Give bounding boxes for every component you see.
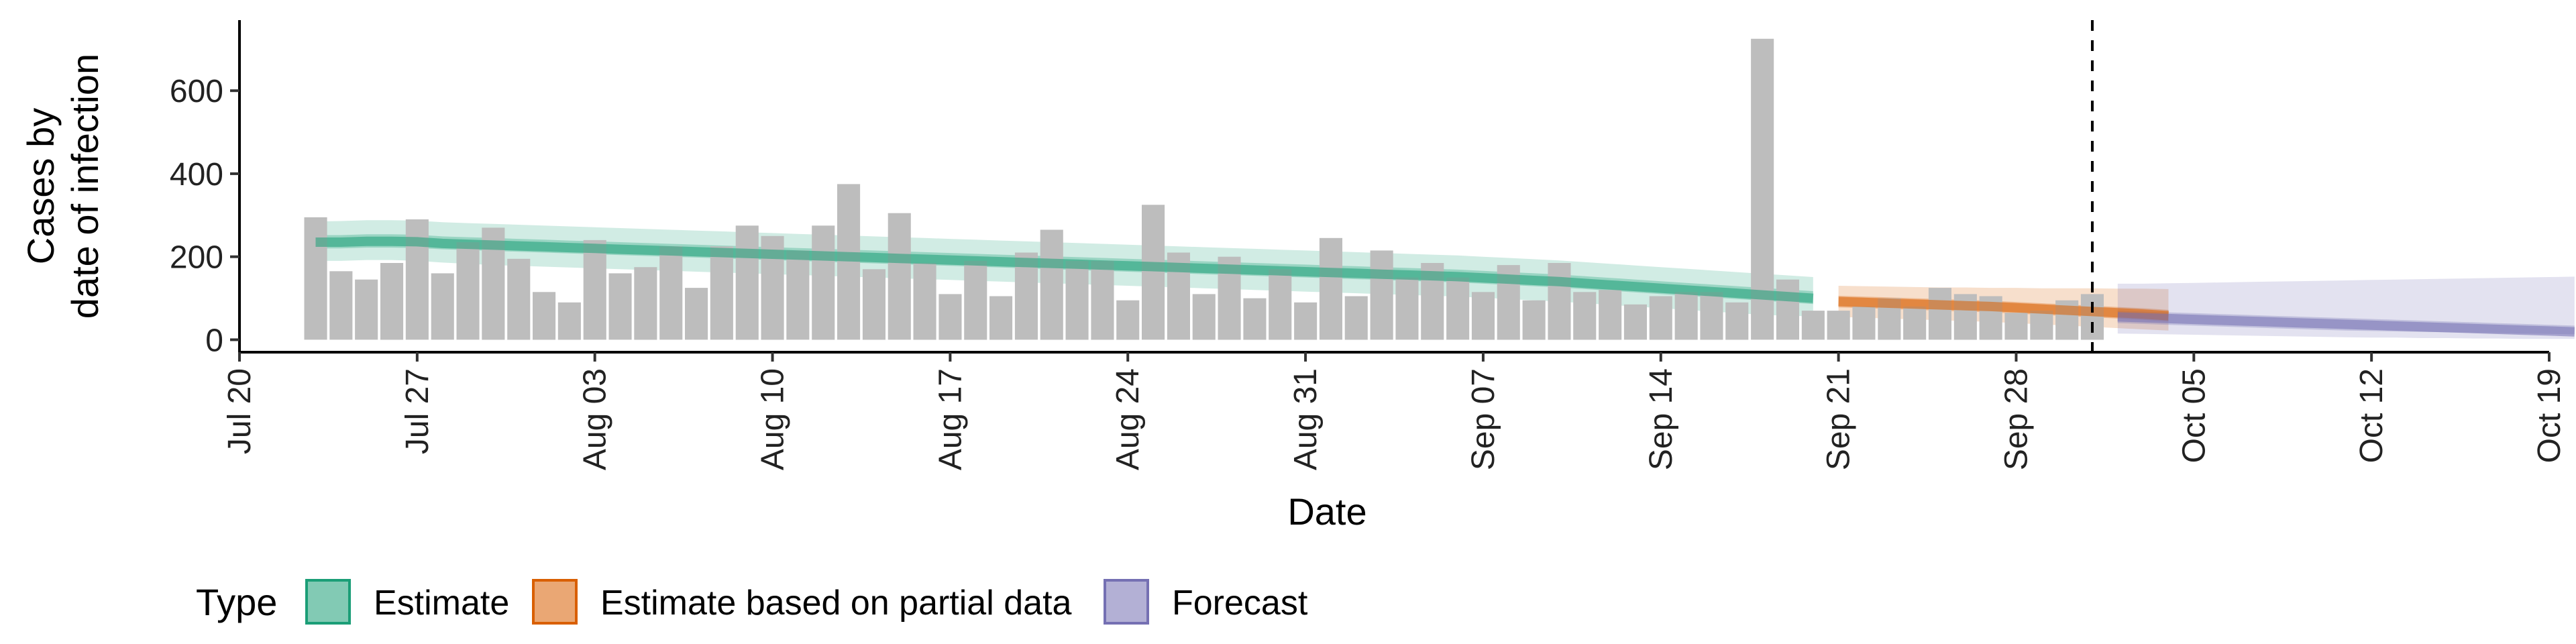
case-bar	[1573, 292, 1597, 340]
case-bar	[1623, 304, 1647, 340]
case-bar	[557, 302, 581, 340]
plot-foreground	[315, 20, 2575, 352]
case-bar	[913, 263, 936, 340]
case-bar	[1928, 288, 1951, 340]
case-bar	[1294, 302, 1318, 340]
estimate-legend-key	[305, 579, 351, 625]
case-bar	[1725, 302, 1749, 340]
case-bar	[1319, 237, 1342, 340]
case-bar	[1091, 260, 1114, 340]
x-axis-title: Date	[1287, 490, 1366, 533]
estimate-legend-label: Estimate	[374, 584, 509, 623]
case-bar	[1852, 306, 1876, 340]
case-bar	[1599, 290, 1622, 340]
x-tick-label: Aug 24	[1110, 368, 1146, 470]
case-bar	[1649, 296, 1672, 340]
case-bar	[786, 250, 810, 340]
estimate-based-on-partial-data-legend-key	[532, 579, 578, 625]
y-tick-label: 600	[170, 74, 223, 109]
case-bar	[862, 269, 885, 340]
case-bar	[659, 246, 683, 340]
case-bar	[1065, 260, 1089, 340]
case-bar	[1751, 38, 1774, 340]
x-tick-label: Sep 14	[1644, 368, 1679, 470]
case-bar	[812, 225, 835, 340]
case-bar	[1446, 277, 1470, 340]
case-bar	[964, 260, 987, 340]
case-bar	[304, 217, 327, 340]
case-bar	[1395, 277, 1419, 340]
case-bar	[583, 239, 606, 340]
y-tick-label: 200	[170, 240, 223, 276]
case-bar	[507, 258, 531, 340]
forecast-median-line	[2117, 312, 2575, 337]
case-bar	[1471, 292, 1495, 340]
case-bar	[938, 294, 962, 340]
case-bar	[1801, 311, 1825, 340]
case-bar	[989, 296, 1013, 340]
case-bar	[1269, 269, 1292, 340]
case-bar	[1776, 279, 1799, 340]
case-bars	[304, 38, 2104, 340]
y-axis-title-line-1: Cases by	[19, 108, 62, 264]
axes: 0 200 400 600 Jul 20 Jul 27 Aug 03 Aug 10 Aug 17…	[19, 20, 2567, 533]
y-tick-label: 400	[170, 157, 223, 193]
x-tick-label: Aug 17	[932, 368, 968, 470]
case-bar	[1040, 229, 1063, 340]
case-bar	[533, 292, 556, 340]
case-bar	[837, 184, 861, 340]
case-bar	[1370, 250, 1393, 340]
forecast-legend-key	[1104, 579, 1149, 625]
x-tick-label: Sep 28	[1998, 368, 2034, 470]
estimate-based-on-partial-data-median-line	[1838, 297, 2169, 321]
estimate-median-line	[315, 236, 1814, 303]
case-bar	[710, 246, 733, 340]
case-bar	[1142, 205, 1165, 340]
y-tick-label: 0	[205, 323, 223, 358]
case-bar	[2004, 313, 2028, 340]
case-bar	[2080, 294, 2104, 340]
x-tick-label: Sep 07	[1466, 368, 1501, 470]
x-tick-label: Aug 31	[1288, 368, 1324, 470]
legend-title: Type	[196, 581, 277, 623]
y-axis-title-line-2: date of infection	[64, 54, 106, 319]
case-bar	[2030, 311, 2053, 340]
case-bar	[685, 288, 708, 340]
case-bar	[608, 273, 632, 340]
x-tick-label: Aug 10	[755, 368, 791, 470]
case-bar	[355, 279, 378, 340]
forecast-legend-label: Forecast	[1172, 584, 1308, 623]
case-bar	[1548, 263, 1571, 340]
case-bar	[735, 225, 759, 340]
case-bar	[456, 242, 480, 340]
legend: Type Estimate Estimate based on partial da…	[196, 579, 1308, 625]
case-bar	[1903, 306, 1927, 340]
case-bar	[634, 267, 657, 340]
x-tick-label: Oct 05	[2176, 368, 2212, 463]
estimate-based-on-partial-data-legend-label: Estimate based on partial data	[600, 584, 1072, 623]
case-bar	[431, 273, 454, 340]
case-bar	[1522, 300, 1546, 340]
case-bar	[1116, 300, 1140, 340]
case-bar	[380, 263, 404, 340]
case-bar	[1674, 292, 1698, 340]
case-bar	[1700, 292, 1723, 340]
x-tick-label: Sep 21	[1821, 368, 1857, 470]
case-bar	[888, 213, 911, 340]
x-tick-label: Jul 20	[222, 368, 258, 454]
case-bar	[1344, 296, 1368, 340]
x-tick-label: Oct 19	[2532, 368, 2567, 463]
case-bar	[1192, 294, 1216, 340]
case-bar	[329, 271, 353, 340]
case-bar	[1827, 311, 1850, 340]
x-tick-label: Aug 03	[578, 368, 613, 470]
x-tick-label: Oct 12	[2354, 368, 2390, 463]
case-bar	[1243, 298, 1267, 340]
x-tick-label: Jul 27	[400, 368, 435, 454]
